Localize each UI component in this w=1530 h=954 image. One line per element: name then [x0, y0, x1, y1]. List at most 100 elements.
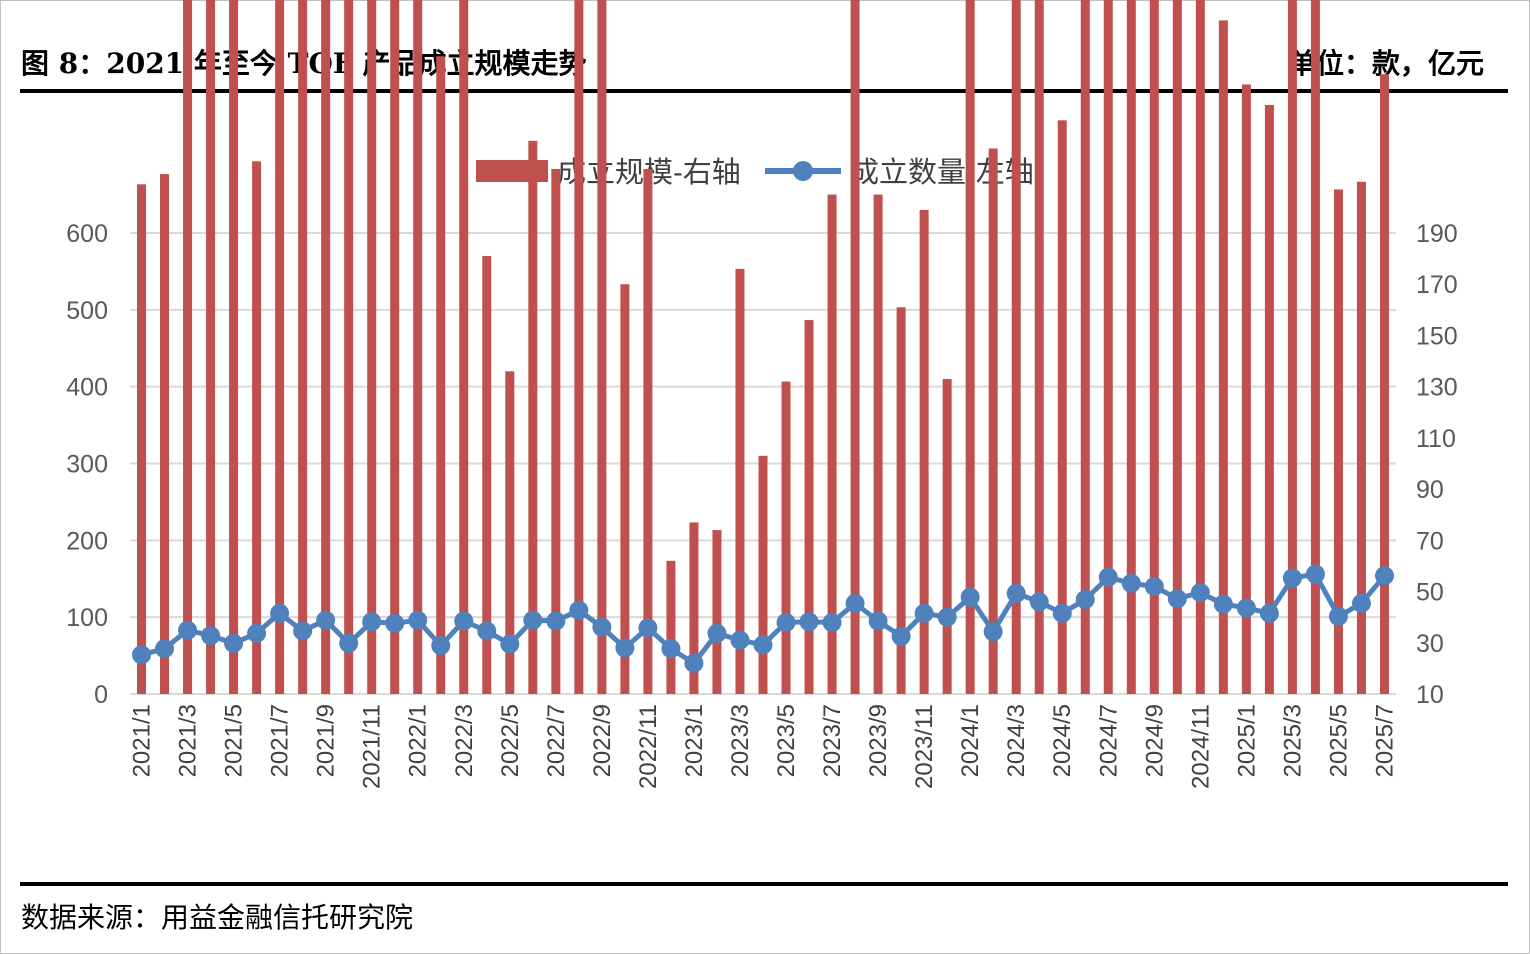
x-tick-label: 2024/7 [1095, 704, 1122, 777]
left-tick-label: 300 [66, 451, 108, 479]
bar [1126, 0, 1136, 695]
bar [712, 530, 722, 694]
line-series [132, 564, 1394, 673]
line-point [454, 611, 474, 631]
source-note: 数据来源：用益金融信托研究院 [21, 901, 414, 934]
line-point [937, 607, 957, 627]
line-point [868, 611, 888, 631]
x-tick-label: 2024/1 [957, 704, 984, 777]
bar [965, 0, 975, 694]
bar [666, 560, 676, 694]
bar [252, 161, 262, 695]
bar [1103, 0, 1113, 694]
bar [1172, 0, 1182, 694]
bar [1080, 0, 1090, 695]
x-tick-label: 2022/3 [451, 704, 478, 777]
bar [298, 0, 308, 695]
right-tick-label: 90 [1416, 476, 1444, 504]
line-point [638, 618, 658, 638]
x-tick-label: 2021/1 [129, 704, 156, 777]
x-tick-label: 2021/7 [267, 704, 294, 777]
bar [459, 0, 469, 695]
right-tick-label: 130 [1416, 374, 1458, 402]
x-tick-label: 2025/1 [1233, 704, 1260, 777]
line-point [408, 610, 428, 630]
x-tick-label: 2021/11 [359, 704, 386, 789]
line-point [661, 639, 681, 659]
bar [1287, 0, 1297, 695]
x-tick-label: 2024/9 [1141, 704, 1168, 777]
right-tick-label: 190 [1416, 220, 1458, 248]
bar [781, 381, 791, 694]
bar-series [137, 0, 1389, 695]
x-tick-label: 2023/1 [681, 704, 708, 777]
line-point [1075, 589, 1095, 609]
x-tick-label: 2025/3 [1279, 704, 1306, 777]
bar [1149, 0, 1159, 695]
bar [1011, 0, 1021, 695]
bar [1057, 120, 1067, 695]
line-point [477, 621, 497, 641]
bar [275, 0, 285, 695]
bar [1310, 0, 1320, 694]
line-point [1144, 576, 1164, 596]
x-tick-label: 2022/11 [635, 704, 662, 789]
line-point [1029, 592, 1049, 612]
bar [183, 0, 193, 694]
line-point [1328, 606, 1348, 626]
line-point [799, 612, 819, 632]
bar [942, 378, 952, 694]
line-point [155, 639, 175, 659]
line-point [293, 621, 313, 641]
x-axis: 2021/1 2021/3 2021/5 2021/7 2021/9 2021/11 202… [129, 704, 1399, 789]
x-tick-label: 2022/5 [497, 704, 524, 777]
line-point [1190, 583, 1210, 603]
bar [413, 0, 423, 694]
line-point [201, 626, 221, 646]
x-tick-label: 2023/9 [865, 704, 892, 777]
x-tick-label: 2022/7 [543, 704, 570, 777]
x-tick-label: 2021/9 [313, 704, 340, 777]
line-point [776, 613, 796, 633]
line-point [1098, 567, 1118, 587]
line-point [1374, 566, 1394, 586]
bar [735, 268, 745, 694]
line-point [845, 593, 865, 613]
line-point [523, 610, 543, 630]
x-tick-label: 2025/5 [1325, 704, 1352, 777]
bar [896, 307, 906, 694]
bar [850, 0, 860, 694]
line-point [316, 610, 336, 630]
line-point [132, 645, 152, 665]
right-tick-label: 30 [1416, 630, 1444, 658]
x-tick-label: 2023/11 [911, 704, 938, 789]
left-tick-label: 100 [66, 604, 108, 632]
line-point [960, 587, 980, 607]
bar [758, 455, 768, 694]
bar [873, 194, 883, 695]
line-point [1351, 593, 1371, 613]
right-tick-label: 150 [1416, 322, 1458, 350]
right-tick-label: 70 [1416, 527, 1444, 555]
x-tick-label: 2021/5 [221, 704, 248, 777]
line-point [983, 622, 1003, 642]
line-point [569, 600, 589, 620]
bar [367, 0, 377, 695]
left-tick-label: 400 [66, 374, 108, 402]
line-point [247, 623, 267, 643]
line-point [362, 612, 382, 632]
bar [1034, 0, 1044, 694]
x-tick-label: 2021/3 [175, 704, 202, 777]
bar [1264, 104, 1274, 694]
bar [1218, 20, 1228, 694]
line-point [339, 633, 359, 653]
right-tick-label: 110 [1416, 425, 1456, 453]
bar [804, 320, 814, 694]
line-point [178, 620, 198, 640]
bar [137, 184, 147, 695]
x-tick-label: 2024/3 [1003, 704, 1030, 777]
line-point [546, 611, 566, 631]
bar [344, 0, 354, 694]
bar [206, 0, 216, 694]
